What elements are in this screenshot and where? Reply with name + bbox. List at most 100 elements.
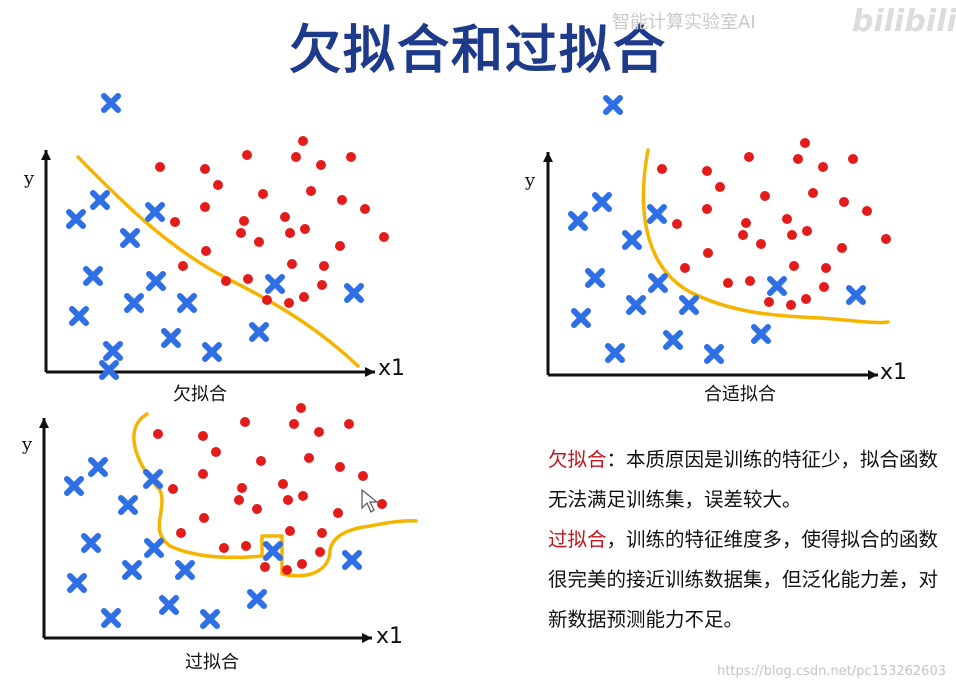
- good-cross-marker: [846, 285, 866, 305]
- underfit-cross-marker: [120, 228, 140, 248]
- overfit-dot-marker: [282, 565, 292, 575]
- overfit-dot-marker: [298, 491, 308, 501]
- overfit-dot-marker: [199, 513, 209, 523]
- overfit-cross-marker: [122, 560, 142, 580]
- good-dot-marker: [657, 164, 667, 174]
- underfit-cross-marker: [265, 274, 285, 294]
- underfit-dot-marker: [346, 152, 356, 162]
- overfit-cross-marker: [144, 538, 164, 558]
- underfit-cross-marker: [202, 342, 222, 362]
- good-dot-marker: [808, 188, 818, 198]
- overfit-term: 过拟合: [548, 528, 607, 551]
- overfit-dot-marker: [283, 495, 293, 505]
- overfit-cross-marker: [342, 550, 362, 570]
- good-dot-marker: [818, 162, 828, 172]
- overfit-dot-marker: [358, 471, 368, 481]
- underfit-dot-marker: [258, 189, 268, 199]
- bilibili-logo: bilibili: [852, 4, 956, 39]
- underfit-dot-marker: [170, 217, 180, 227]
- underfit-dot-marker: [254, 237, 264, 247]
- underfit-dot-marker: [337, 195, 347, 205]
- good-x-label: x1: [880, 360, 908, 385]
- underfit-dot-marker: [200, 202, 210, 212]
- good-cross-marker: [622, 230, 642, 250]
- good-dot-marker: [787, 230, 797, 240]
- overfit-cross-marker: [263, 541, 283, 561]
- underfit-dot-marker: [243, 274, 253, 284]
- underfit-dot-marker: [178, 261, 188, 271]
- good-dot-marker: [741, 218, 751, 228]
- good-dot-marker: [789, 261, 799, 271]
- overfit-dot-marker: [211, 447, 221, 457]
- overfit-cross-marker: [118, 495, 138, 515]
- overfit-cross-marker: [200, 609, 220, 629]
- underfit-dot-marker: [155, 162, 165, 172]
- good-cross-marker: [679, 295, 699, 315]
- overfit-dot-marker: [377, 499, 387, 509]
- overfit-dot-marker: [252, 504, 262, 514]
- underfit-dot-marker: [316, 160, 326, 170]
- underfit-dot-marker: [319, 261, 329, 271]
- underfit-cross-marker: [66, 209, 86, 229]
- underfit-dot-marker: [239, 216, 249, 226]
- overfit-caption: 过拟合: [185, 652, 239, 673]
- underfit-x-label: x1: [378, 356, 406, 381]
- good-dot-marker: [723, 278, 733, 288]
- overfit-cross-marker: [159, 595, 179, 615]
- overfit-dot-marker: [314, 427, 324, 437]
- good-cross-marker: [704, 344, 724, 364]
- overfit-cross-marker: [101, 608, 121, 628]
- mouse-cursor-icon: [361, 488, 379, 513]
- overfit-dot-marker: [198, 431, 208, 441]
- overfit-dot-marker: [198, 469, 208, 479]
- page-title: 欠拟合和过拟合: [288, 21, 667, 81]
- underfit-dot-marker: [335, 241, 345, 251]
- good-cross-marker: [751, 324, 771, 344]
- good-cross-marker: [767, 276, 787, 296]
- good-dot-marker: [837, 243, 847, 253]
- good-dot-marker: [738, 230, 748, 240]
- good-cross-marker: [648, 273, 668, 293]
- good-dot-marker: [801, 294, 811, 304]
- good-dot-marker: [702, 166, 712, 176]
- underfit-dot-marker: [317, 280, 327, 290]
- overfit-dot-marker: [176, 528, 186, 538]
- underfit-cross-marker: [146, 271, 166, 291]
- good-x-axis-arrow: [868, 370, 878, 380]
- good-dot-marker: [744, 152, 754, 162]
- good-dot-marker: [715, 182, 725, 192]
- overfit-dot-marker: [317, 528, 327, 538]
- good-dot-marker: [702, 204, 712, 214]
- underfit-dot-marker: [262, 295, 272, 305]
- overfit-dot-marker: [153, 429, 163, 439]
- overfit-dot-marker: [333, 508, 343, 518]
- good-dot-marker: [881, 234, 891, 244]
- overfit-cross-marker: [175, 560, 195, 580]
- underfit-cross-marker: [101, 93, 121, 113]
- underfit-dot-marker: [291, 152, 301, 162]
- underfit-x-axis-arrow: [365, 367, 375, 377]
- underfit-cross-marker: [344, 283, 364, 303]
- underfit-dot-marker: [360, 204, 370, 214]
- underfit-caption: 欠拟合: [173, 384, 227, 405]
- overfit-y-label: y: [22, 434, 33, 455]
- underfit-y-label: y: [24, 168, 35, 189]
- underfit-explanation: ：本质原因是训练的特征少，拟合函数无法满足训练集，误差较大。: [548, 448, 939, 511]
- underfit-cross-marker: [177, 293, 197, 313]
- footer-watermark: https://blog.csdn.net/pc153262603: [717, 664, 946, 679]
- underfit-term: 欠拟合: [548, 448, 607, 471]
- overfit-dot-marker: [315, 547, 325, 557]
- overfit-cross-marker: [143, 469, 163, 489]
- underfit-dot-marker: [201, 246, 211, 256]
- underfit-cross-marker: [249, 322, 269, 342]
- underfit-dot-marker: [213, 180, 223, 190]
- good-dot-marker: [764, 297, 774, 307]
- good-dot-marker: [782, 214, 792, 224]
- good-cross-marker: [663, 330, 683, 350]
- overfit-dot-marker: [260, 562, 270, 572]
- good-dot-marker: [821, 263, 831, 273]
- underfit-dot-marker: [285, 228, 295, 238]
- overfit-dot-marker: [285, 526, 295, 536]
- good-cross-marker: [592, 192, 612, 212]
- underfit-dot-marker: [287, 259, 297, 269]
